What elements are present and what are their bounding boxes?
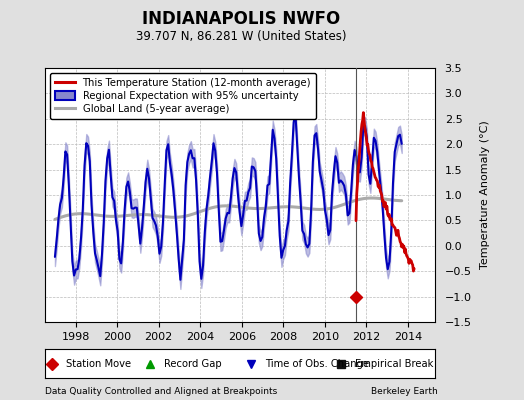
Text: Data Quality Controlled and Aligned at Breakpoints: Data Quality Controlled and Aligned at B… [45,387,277,396]
Text: INDIANAPOLIS NWFO: INDIANAPOLIS NWFO [142,10,340,28]
Text: Empirical Break: Empirical Break [355,358,433,369]
Text: 39.707 N, 86.281 W (United States): 39.707 N, 86.281 W (United States) [136,30,346,43]
Text: Berkeley Earth: Berkeley Earth [371,387,438,396]
Text: Station Move: Station Move [66,358,131,369]
Y-axis label: Temperature Anomaly (°C): Temperature Anomaly (°C) [480,121,490,269]
Legend: This Temperature Station (12-month average), Regional Expectation with 95% uncer: This Temperature Station (12-month avera… [50,73,316,119]
Text: Record Gap: Record Gap [163,358,221,369]
Text: Time of Obs. Change: Time of Obs. Change [265,358,369,369]
